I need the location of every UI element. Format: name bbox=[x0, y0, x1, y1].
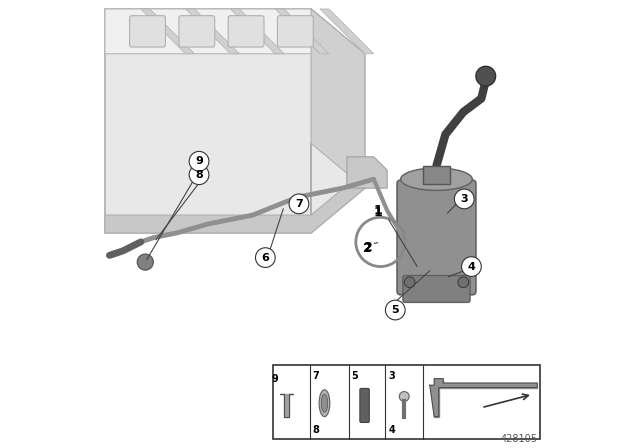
Circle shape bbox=[454, 189, 474, 209]
FancyBboxPatch shape bbox=[273, 365, 540, 439]
Polygon shape bbox=[423, 166, 450, 184]
Circle shape bbox=[189, 151, 209, 171]
Polygon shape bbox=[320, 9, 374, 54]
Polygon shape bbox=[230, 9, 284, 54]
Text: 428105: 428105 bbox=[500, 435, 538, 444]
Text: 4: 4 bbox=[388, 425, 395, 435]
Polygon shape bbox=[280, 394, 293, 417]
Polygon shape bbox=[430, 379, 538, 417]
FancyBboxPatch shape bbox=[360, 388, 369, 422]
Ellipse shape bbox=[319, 390, 330, 417]
Polygon shape bbox=[347, 157, 387, 188]
Text: 7: 7 bbox=[312, 371, 319, 381]
Text: 2: 2 bbox=[363, 242, 371, 255]
Text: 9: 9 bbox=[195, 156, 203, 166]
Circle shape bbox=[461, 257, 481, 276]
Polygon shape bbox=[186, 9, 239, 54]
Circle shape bbox=[385, 300, 405, 320]
Circle shape bbox=[458, 277, 468, 288]
FancyBboxPatch shape bbox=[130, 16, 165, 47]
Text: 7: 7 bbox=[295, 199, 303, 209]
Text: 1: 1 bbox=[374, 206, 383, 220]
Text: 3: 3 bbox=[460, 194, 468, 204]
Text: 8: 8 bbox=[195, 170, 203, 180]
Text: 3: 3 bbox=[388, 371, 395, 381]
Ellipse shape bbox=[399, 392, 409, 401]
FancyBboxPatch shape bbox=[228, 16, 264, 47]
Text: 6: 6 bbox=[261, 253, 269, 263]
Text: 4: 4 bbox=[467, 262, 476, 271]
Text: 8: 8 bbox=[312, 425, 319, 435]
Text: 5: 5 bbox=[392, 305, 399, 315]
Polygon shape bbox=[105, 9, 365, 54]
FancyBboxPatch shape bbox=[179, 16, 215, 47]
Circle shape bbox=[404, 277, 415, 288]
Circle shape bbox=[476, 66, 495, 86]
Text: 5: 5 bbox=[351, 371, 358, 381]
Circle shape bbox=[189, 165, 209, 185]
Ellipse shape bbox=[401, 168, 472, 190]
FancyBboxPatch shape bbox=[397, 180, 476, 295]
FancyBboxPatch shape bbox=[403, 276, 470, 302]
Polygon shape bbox=[141, 9, 195, 54]
Text: 2: 2 bbox=[364, 241, 372, 254]
Polygon shape bbox=[311, 9, 365, 233]
Circle shape bbox=[289, 194, 309, 214]
Text: 9: 9 bbox=[272, 374, 278, 383]
Text: 1: 1 bbox=[374, 204, 383, 217]
Circle shape bbox=[255, 248, 275, 267]
Circle shape bbox=[137, 254, 154, 270]
Polygon shape bbox=[105, 9, 365, 233]
FancyBboxPatch shape bbox=[278, 16, 314, 47]
Polygon shape bbox=[105, 170, 365, 233]
Ellipse shape bbox=[321, 394, 328, 412]
Polygon shape bbox=[275, 9, 329, 54]
